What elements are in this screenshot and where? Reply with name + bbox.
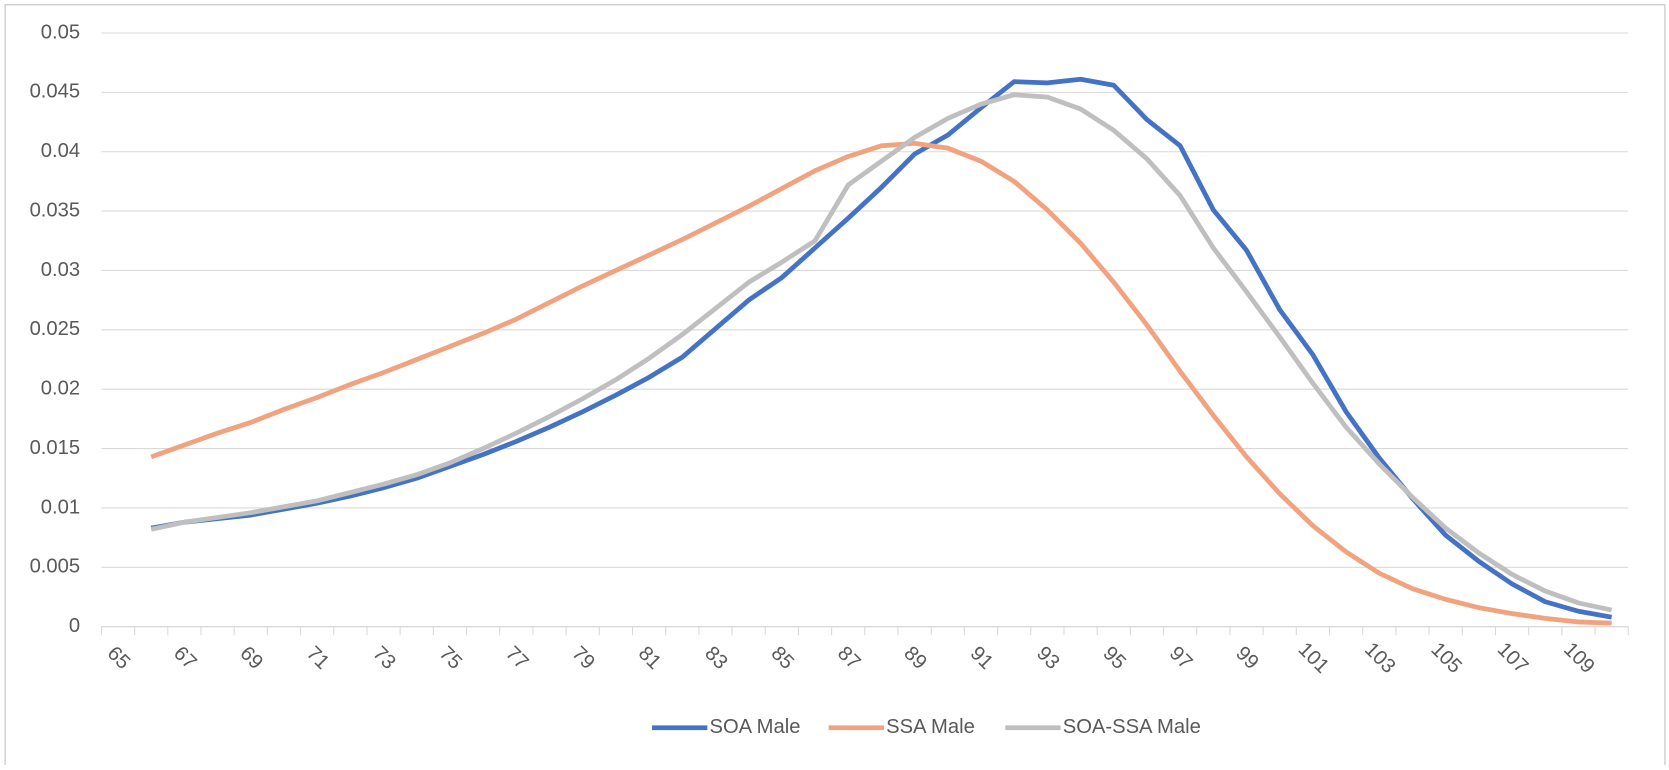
legend-label: SOA-SSA Male <box>1063 716 1201 738</box>
line-series <box>150 92 1613 613</box>
y-tick-label: 0.005 <box>30 556 81 578</box>
y-tick-label: 0.05 <box>41 21 80 43</box>
y-tick-label: 0.02 <box>41 378 80 400</box>
y-tick-label: 0.01 <box>41 496 80 518</box>
y-tick-label: 0.015 <box>30 437 81 459</box>
y-tick-label: 0.045 <box>30 81 81 103</box>
y-tick-label: 0.025 <box>30 318 81 340</box>
legend-label: SSA Male <box>886 716 975 738</box>
line-series <box>150 141 1612 626</box>
y-tick-label: 0.03 <box>41 259 80 281</box>
chart-border <box>4 4 1666 770</box>
line-series <box>150 76 1613 620</box>
y-tick-label: 0.04 <box>41 140 80 162</box>
legend-label: SOA Male <box>709 716 800 738</box>
y-tick-label: 0 <box>69 615 80 637</box>
y-tick-label: 0.035 <box>30 199 81 221</box>
